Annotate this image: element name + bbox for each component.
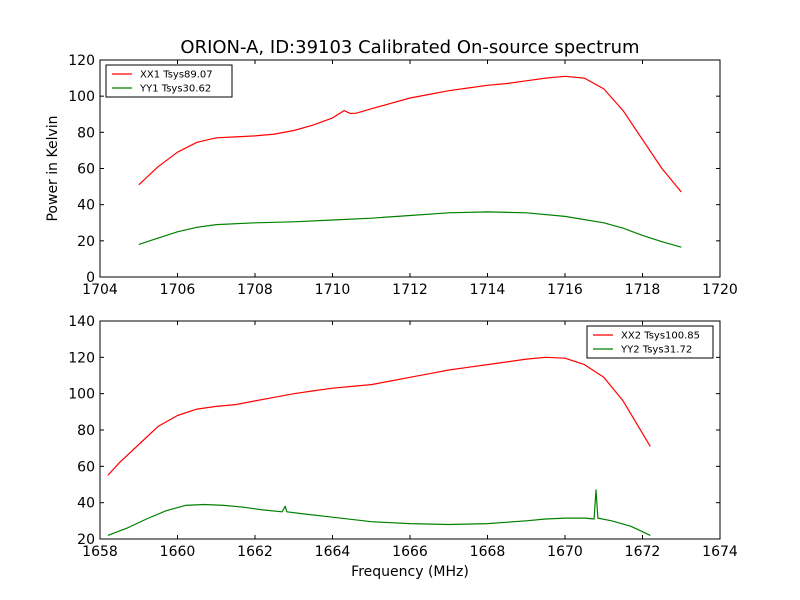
y-tick-label: 80 (77, 125, 95, 141)
y-tick-label: 20 (77, 234, 95, 250)
chart-title: ORION-A, ID:39103 Calibrated On-source s… (180, 37, 639, 58)
x-tick-label: 1666 (392, 544, 428, 560)
x-tick-label: 1708 (237, 282, 273, 298)
y-tick-label: 40 (77, 496, 95, 512)
x-tick-label: 1710 (315, 282, 351, 298)
legend-entry: YY1 Tsys30.62 (139, 84, 211, 95)
x-tick-label: 1716 (547, 282, 583, 298)
x-tick-label: 1658 (82, 544, 118, 560)
y-tick-label: 60 (77, 459, 95, 475)
x-tick-label: 1668 (470, 544, 506, 560)
x-tick-label: 1662 (237, 544, 273, 560)
y-tick-label: 120 (68, 53, 95, 69)
y-tick-label: 80 (77, 423, 95, 439)
x-tick-label: 1704 (82, 282, 118, 298)
y-tick-label: 0 (86, 270, 95, 286)
x-tick-label: 1674 (702, 544, 738, 560)
x-tick-label: 1718 (625, 282, 661, 298)
series-line-1 (138, 75, 682, 193)
series-line-2 (107, 489, 651, 536)
legend-entry: XX1 Tsys89.07 (140, 70, 213, 81)
x-tick-label: 1720 (702, 282, 738, 298)
y-tick-label: 20 (77, 532, 95, 548)
x-tick-label: 1670 (547, 544, 583, 560)
x-tick-label: 1672 (625, 544, 661, 560)
panel-1: 1704 1706 1708 1710 1712 1714 1716 1718 1720 0 20 4… (45, 37, 738, 298)
x-tick-label: 1712 (392, 282, 428, 298)
x-axis-label: Frequency (MHz) (351, 564, 469, 580)
panel-2: 1658 1660 1662 1664 1666 1668 1670 1672 1674 20 40… (68, 314, 738, 580)
x-tick-label: 1714 (470, 282, 506, 298)
legend: XX2 Tsys100.85 YY2 Tsys31.72 (586, 325, 714, 359)
y-tick-label: 40 (77, 198, 95, 214)
legend: XX1 Tsys89.07 YY1 Tsys30.62 (105, 64, 233, 98)
legend-entry: XX2 Tsys100.85 (621, 331, 700, 342)
y-tick-label: 60 (77, 162, 95, 178)
legend-box (586, 325, 714, 359)
y-tick-label: 120 (68, 350, 95, 366)
x-tick-label: 1706 (160, 282, 196, 298)
series-line-2 (138, 211, 682, 248)
legend-entry: YY2 Tsys31.72 (620, 345, 692, 356)
y-tick-label: 140 (68, 314, 95, 330)
y-tick-label: 100 (68, 89, 95, 105)
y-axis-label: Power in Kelvin (45, 115, 61, 221)
legend-box (105, 64, 233, 98)
x-tick-label: 1660 (160, 544, 196, 560)
y-tick-label: 100 (68, 387, 95, 403)
x-tick-label: 1664 (315, 544, 351, 560)
series-line-1 (107, 356, 651, 476)
